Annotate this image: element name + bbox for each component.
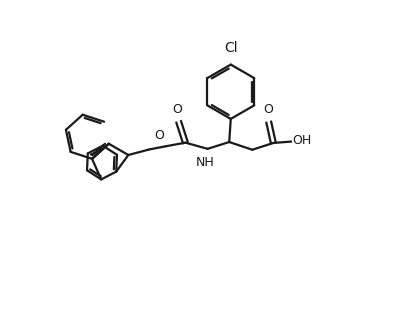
Text: O: O [172,103,182,116]
Text: OH: OH [291,134,310,147]
Text: Cl: Cl [223,41,237,55]
Text: O: O [262,104,272,117]
Text: NH: NH [195,156,214,169]
Text: O: O [154,129,164,142]
